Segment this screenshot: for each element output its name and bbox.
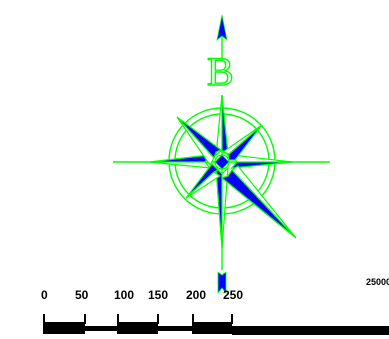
scale-label-0: 0: [41, 288, 48, 302]
south-arrow-icon: [217, 271, 227, 295]
scale-label-50: 50: [75, 288, 89, 302]
scale-ratio-label: 25000: [366, 277, 389, 287]
north-arrow-icon: [216, 14, 228, 58]
scale-label-250: 250: [223, 288, 244, 302]
scale-label-200: 200: [186, 288, 207, 302]
north-letter: B: [206, 49, 234, 94]
scale-label-100: 100: [114, 288, 135, 302]
compass-rose-icon: [113, 94, 330, 270]
scale-bar: [43, 314, 389, 335]
scale-label-150: 150: [148, 288, 169, 302]
